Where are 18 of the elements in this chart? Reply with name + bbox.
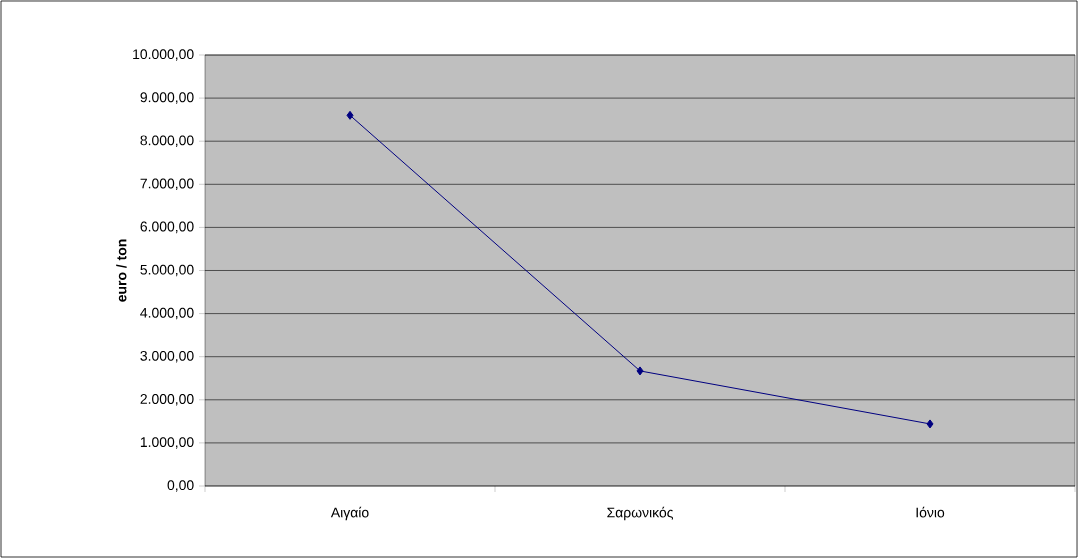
x-tick-label: Αιγαίο bbox=[330, 506, 369, 521]
y-tick-label: 0,00 bbox=[167, 480, 194, 492]
y-tick-label: 9.000,00 bbox=[140, 92, 194, 104]
y-tick-label: 5.000,00 bbox=[140, 264, 194, 277]
x-tick-label: Ιόνιο bbox=[916, 506, 945, 518]
y-tick-label: 6.000,00 bbox=[140, 221, 194, 234]
y-tick-label: 8.000,00 bbox=[140, 135, 194, 147]
y-tick-label: 2.000,00 bbox=[140, 394, 194, 406]
y-tick-label: 7.000,00 bbox=[140, 178, 194, 191]
y-tick-label: 3.000,00 bbox=[140, 350, 194, 363]
y-tick-label: 1.000,00 bbox=[140, 437, 194, 449]
y-tick-label: 10.000,00 bbox=[133, 49, 194, 61]
y-tick-label: 4.000,00 bbox=[140, 307, 194, 320]
y-axis-title: euro / ton bbox=[116, 239, 127, 302]
point bbox=[636, 366, 644, 376]
x-tick-label: Σαρωνικός bbox=[607, 506, 674, 521]
point bbox=[926, 419, 934, 429]
point bbox=[346, 110, 354, 120]
